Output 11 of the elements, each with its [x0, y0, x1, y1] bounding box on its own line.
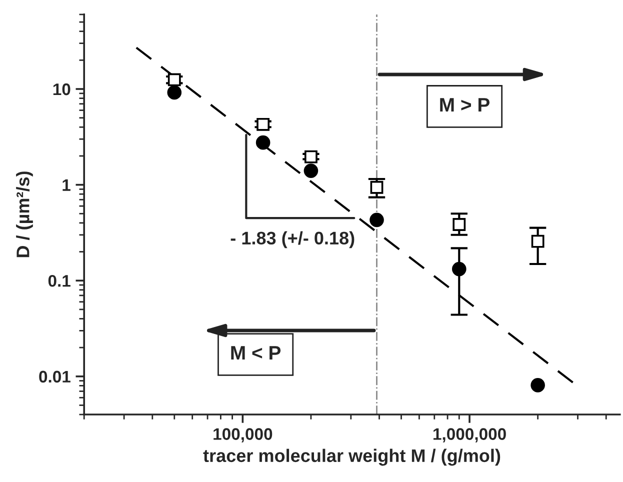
annotation: M > P [440, 98, 490, 112]
y-tick-label: 0.01 [39, 370, 70, 383]
x-axis-title: tracer molecular weight M / (g/mol) [203, 448, 500, 466]
annotation: M < P [231, 346, 281, 360]
y-tick-label: 10 [53, 83, 70, 96]
x-tick-label: 1,000,000 [434, 428, 506, 442]
y-tick-label: 0.1 [48, 275, 70, 287]
y-axis-title: D / (µm²/s) [16, 172, 33, 258]
x-tick-label: 100,000 [214, 428, 272, 442]
annotation: - 1.83 (+/- 0.18) [230, 231, 354, 248]
y-tick-label: 1 [62, 179, 70, 191]
